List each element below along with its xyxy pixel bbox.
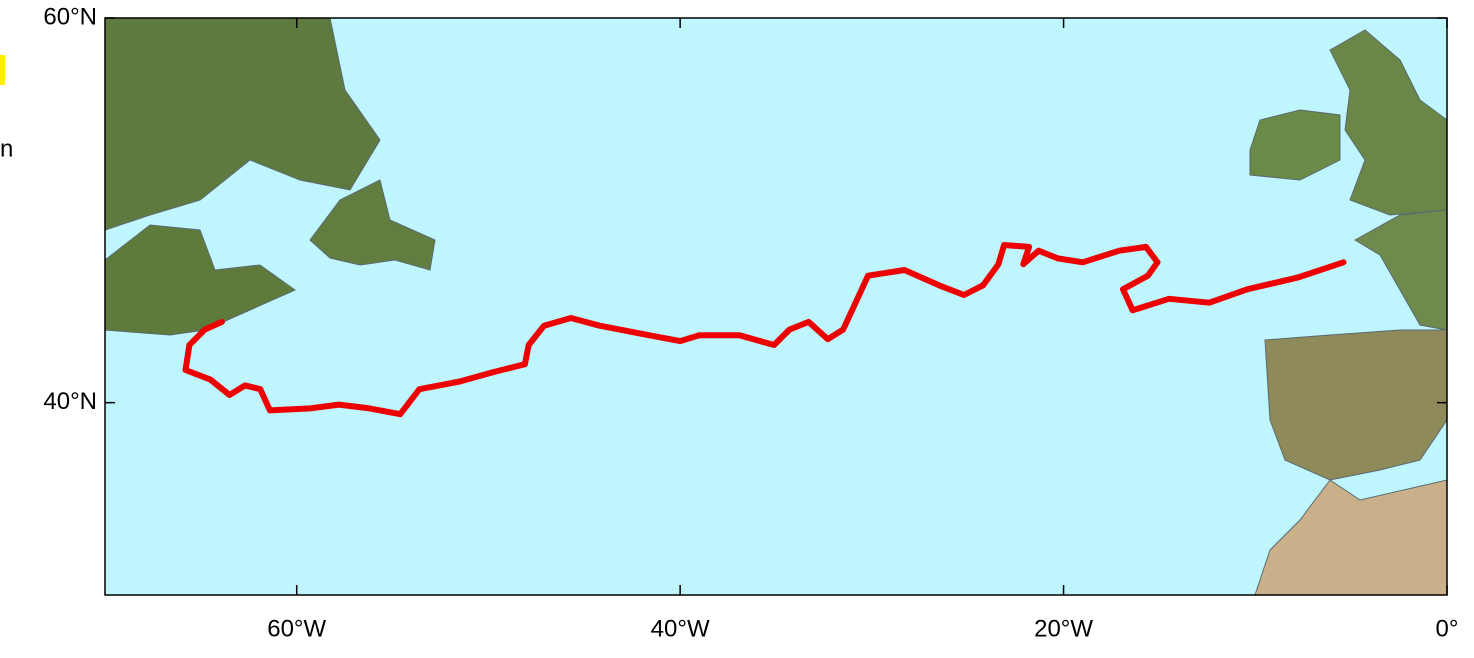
land-iberia bbox=[1265, 330, 1447, 480]
y-tick-label: 60°N bbox=[43, 3, 97, 30]
x-tick-label: 60°W bbox=[267, 615, 326, 642]
page: n 60°W40°W20°W0°40°N60°N (() => { const … bbox=[0, 0, 1474, 658]
y-tick-label: 40°N bbox=[43, 388, 97, 415]
map: n 60°W 40°W 20°W 0° 40°N 60°N bbox=[0, 0, 1474, 653]
x-tick-label: 40°W bbox=[651, 615, 710, 642]
side-text: n bbox=[0, 135, 13, 162]
x-tick-label: 0° bbox=[1436, 615, 1459, 642]
x-tick-label: 20°W bbox=[1034, 615, 1093, 642]
highlight-box bbox=[0, 55, 5, 85]
